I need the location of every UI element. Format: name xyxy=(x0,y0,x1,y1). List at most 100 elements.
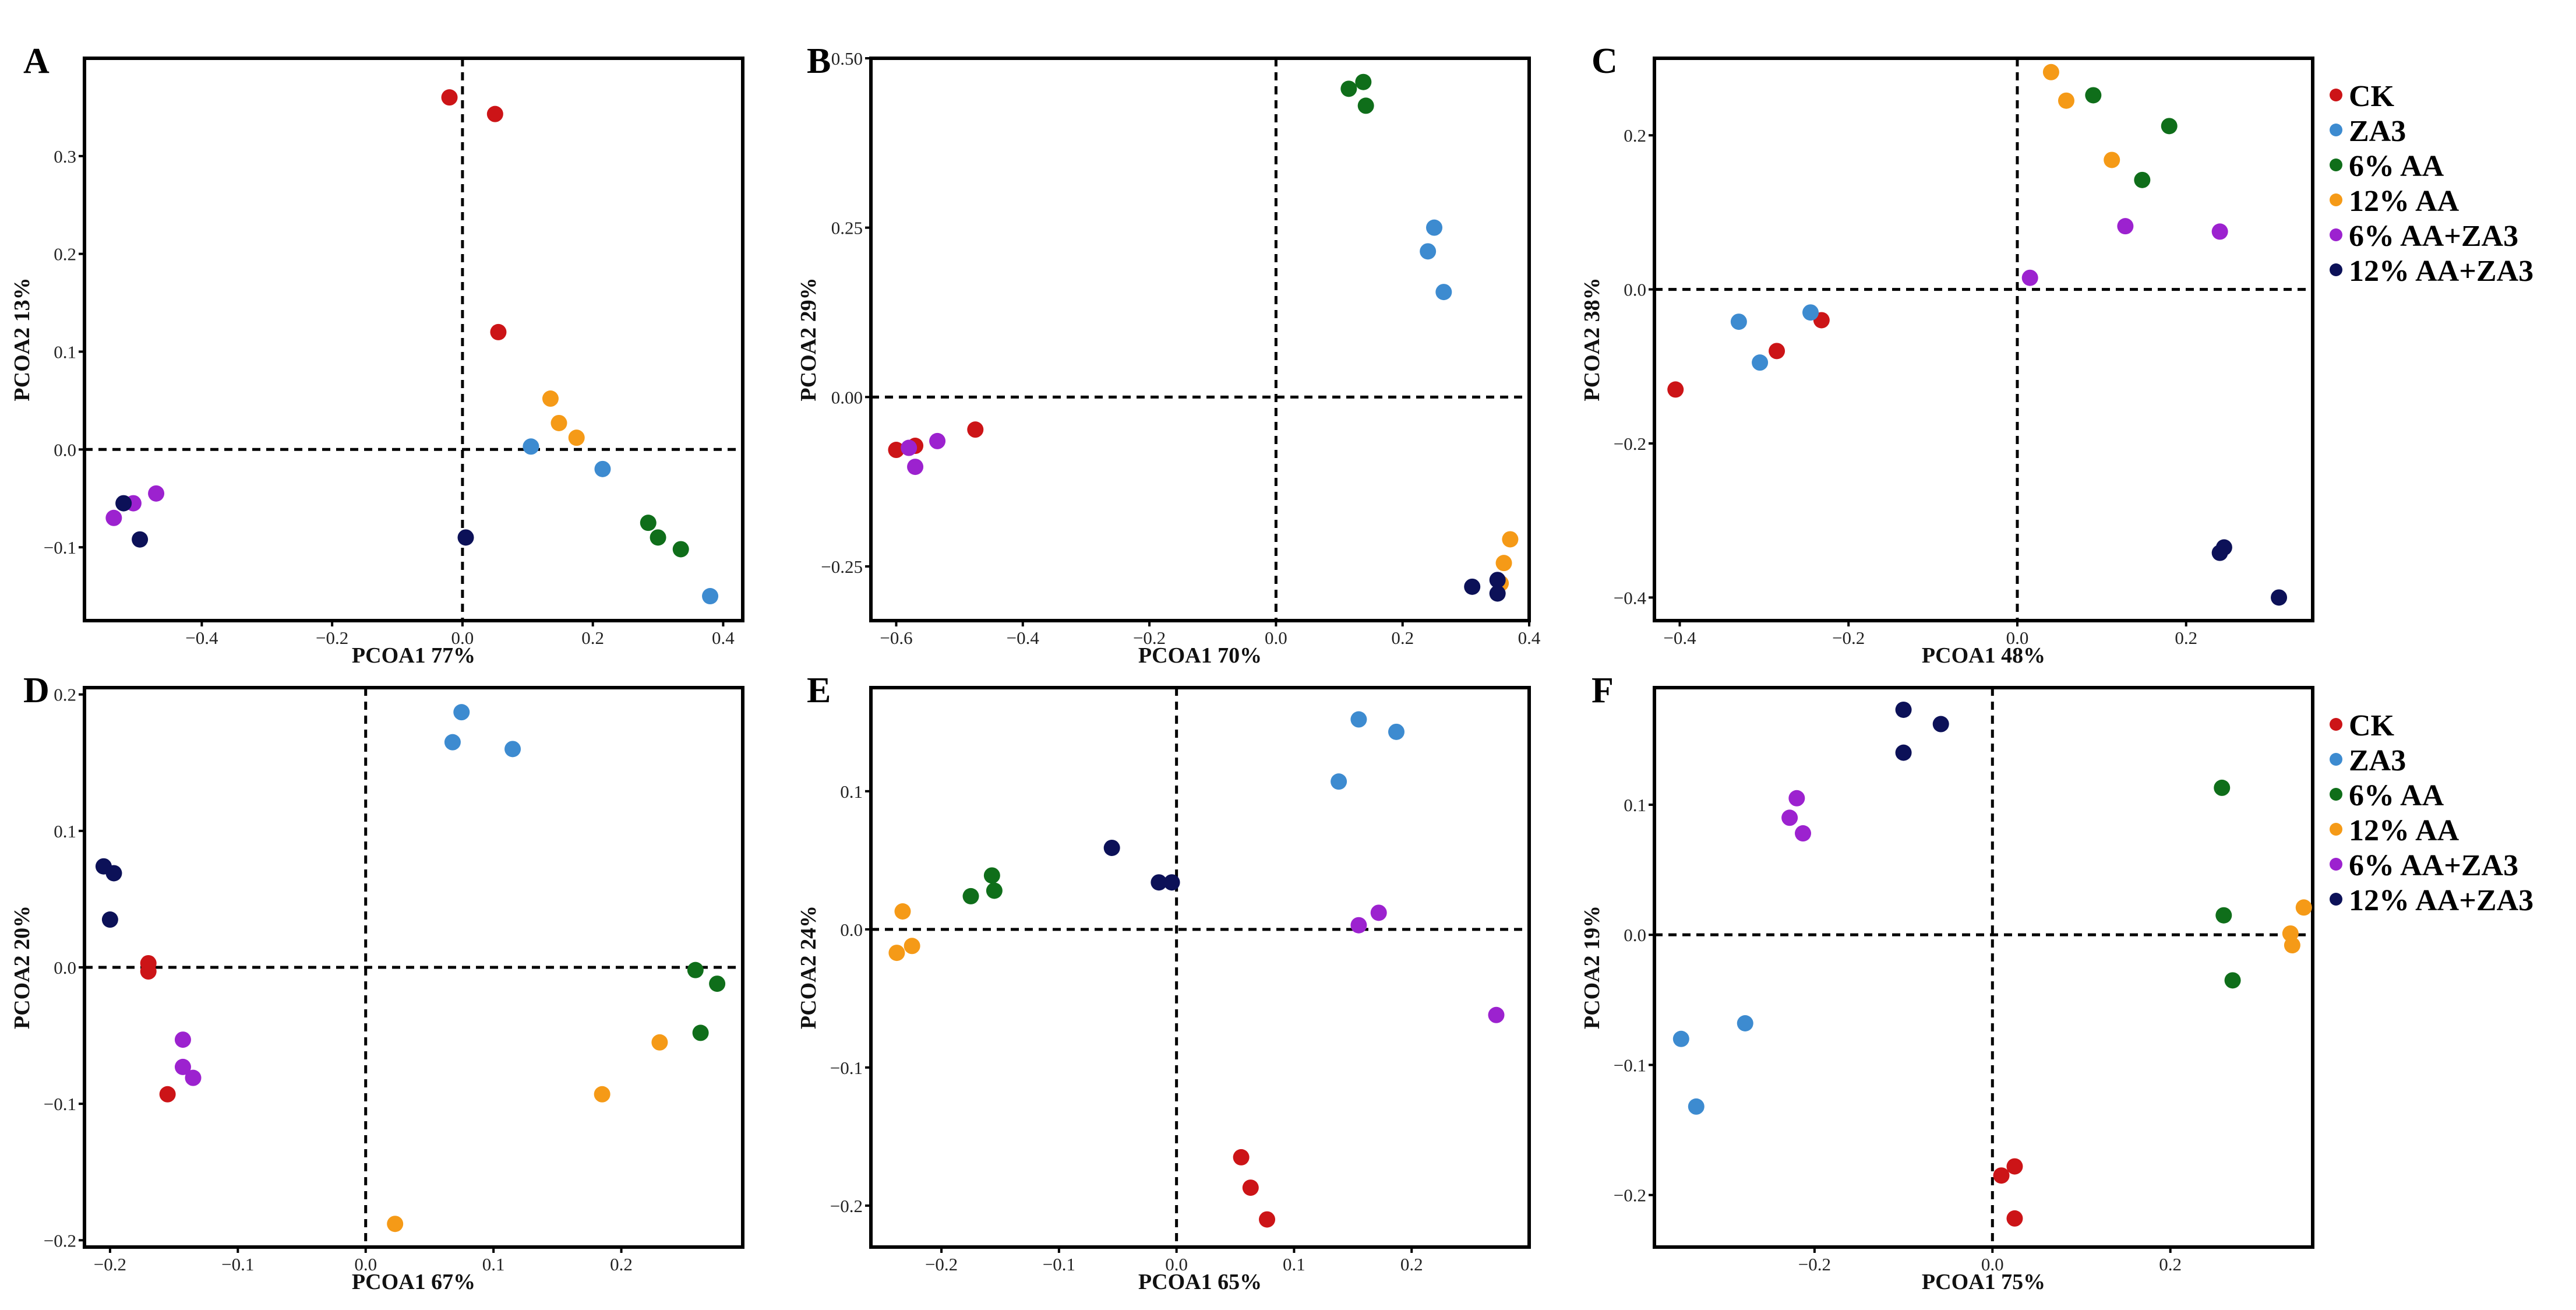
y-tick-label: 0.0 xyxy=(1624,925,1646,945)
data-point xyxy=(148,485,165,502)
legend-label: 12% AA+ZA3 xyxy=(2349,255,2533,288)
data-point xyxy=(2211,544,2228,561)
x-tick-label: −0.6 xyxy=(880,628,912,648)
data-point xyxy=(1151,874,1167,891)
data-point xyxy=(1895,701,1912,718)
data-point xyxy=(2006,1210,2023,1227)
legend-marker xyxy=(2330,893,2342,906)
x-axis-label: PCOA1 70% xyxy=(1138,643,1262,668)
data-point xyxy=(174,1031,191,1048)
legend-marker xyxy=(2330,159,2342,171)
y-axis-label: PCOA2 19% xyxy=(1580,906,1604,1029)
x-tick-label: 0.0 xyxy=(1165,1254,1188,1274)
y-tick-label: 0.1 xyxy=(54,341,76,362)
y-tick-label: −0.2 xyxy=(44,1230,76,1251)
data-point xyxy=(1331,773,1347,790)
data-point xyxy=(1769,343,1785,360)
x-tick-label: 0.2 xyxy=(1391,628,1414,648)
x-tick-label: −0.2 xyxy=(925,1254,958,1274)
legend-marker xyxy=(2330,718,2342,731)
y-tick-label: 0.2 xyxy=(1624,125,1646,146)
data-point xyxy=(2295,899,2312,916)
y-tick-label: 0.0 xyxy=(1624,280,1646,300)
x-tick-label: −0.4 xyxy=(185,628,218,648)
x-tick-label: −0.2 xyxy=(1133,628,1166,648)
data-point xyxy=(1795,825,1812,842)
legend-label: CK xyxy=(2349,709,2395,742)
data-point xyxy=(929,432,946,449)
x-tick-label: 0.1 xyxy=(482,1254,505,1274)
data-point xyxy=(651,1034,668,1051)
y-tick-label: −0.1 xyxy=(830,1058,863,1078)
data-point xyxy=(2284,937,2300,954)
legend-label: 12% AA xyxy=(2349,814,2459,847)
data-point xyxy=(1781,809,1798,826)
data-point xyxy=(115,495,132,512)
x-tick-label: 0.2 xyxy=(2159,1254,2182,1274)
data-point xyxy=(692,1024,709,1041)
data-point xyxy=(1420,243,1437,260)
data-point xyxy=(2058,92,2074,109)
x-tick-label: 0.2 xyxy=(610,1254,633,1274)
data-point xyxy=(105,865,122,882)
y-axis-label: PCOA2 13% xyxy=(10,277,34,401)
panel-letter: B xyxy=(807,41,831,81)
data-point xyxy=(105,509,122,526)
x-axis-label: PCOA1 67% xyxy=(352,1270,475,1294)
plot-frame xyxy=(869,686,1531,1249)
y-tick-label: 0.0 xyxy=(840,920,863,940)
panel-letter: E xyxy=(807,671,831,710)
data-point xyxy=(1730,314,1747,330)
data-point xyxy=(1233,1149,1250,1165)
data-point xyxy=(1242,1179,1259,1196)
x-tick-label: −0.4 xyxy=(1663,628,1696,648)
y-axis-label: PCOA2 24% xyxy=(796,906,821,1029)
data-point xyxy=(1489,572,1506,589)
data-point xyxy=(159,1086,176,1103)
legend-label: 6% AA xyxy=(2349,150,2444,183)
legend-label: CK xyxy=(2349,80,2395,113)
data-point xyxy=(2161,118,2178,135)
data-point xyxy=(904,938,920,955)
legend-label: 6% AA+ZA3 xyxy=(2349,849,2518,882)
data-point xyxy=(894,903,911,920)
legend-marker xyxy=(2330,89,2342,101)
legend-label: ZA3 xyxy=(2349,115,2406,148)
panel-b: −0.6 −0.4 −0.2 0.0 0.2 0.4 −0.25 0.00 0.25 0.50 PC… xyxy=(796,41,1541,668)
data-point xyxy=(672,541,689,558)
x-axis-label: PCOA1 65% xyxy=(1138,1270,1262,1294)
x-tick-label: 0.2 xyxy=(581,628,604,648)
data-point xyxy=(594,1086,611,1103)
y-tick-label: 0.50 xyxy=(831,48,863,69)
y-axis-label: PCOA2 20% xyxy=(10,906,34,1029)
data-point xyxy=(1350,917,1367,934)
panel-a: −0.4 −0.2 0.0 0.2 0.4 −0.1 0.0 0.1 0.2 0.3 PCOA1 7… xyxy=(10,41,744,668)
data-point xyxy=(888,442,905,459)
data-point xyxy=(101,911,118,928)
legend-marker xyxy=(2330,263,2342,276)
y-tick-label: −0.2 xyxy=(830,1196,863,1216)
y-tick-label: 0.2 xyxy=(54,244,76,265)
legend-marker xyxy=(2330,788,2342,801)
data-point xyxy=(1357,97,1374,114)
data-point xyxy=(2042,64,2059,80)
panel-d: −0.2 −0.1 0.0 0.1 0.2 −0.2 −0.1 0.0 0.1 0.2 PCOA1 … xyxy=(10,671,744,1294)
data-point xyxy=(504,741,521,758)
data-point xyxy=(523,438,539,455)
legend-marker xyxy=(2330,193,2342,206)
data-point xyxy=(1672,1030,1689,1047)
y-tick-label: 0.1 xyxy=(840,781,863,802)
data-point xyxy=(1103,839,1120,856)
x-tick-label: −0.2 xyxy=(316,628,348,648)
data-point xyxy=(967,421,984,438)
y-tick-label: 0.0 xyxy=(54,439,76,460)
panel-c: −0.4 −0.2 0.0 0.2 −0.4 −0.2 0.0 0.2 PCOA1 48% PCO… xyxy=(1580,41,2314,668)
data-point xyxy=(2006,1158,2023,1175)
legend-marker xyxy=(2330,228,2342,241)
x-tick-label: 0.0 xyxy=(354,1254,377,1274)
data-point xyxy=(1788,790,1805,807)
x-axis-label: PCOA1 48% xyxy=(1922,643,2045,668)
data-point xyxy=(2104,152,2120,168)
